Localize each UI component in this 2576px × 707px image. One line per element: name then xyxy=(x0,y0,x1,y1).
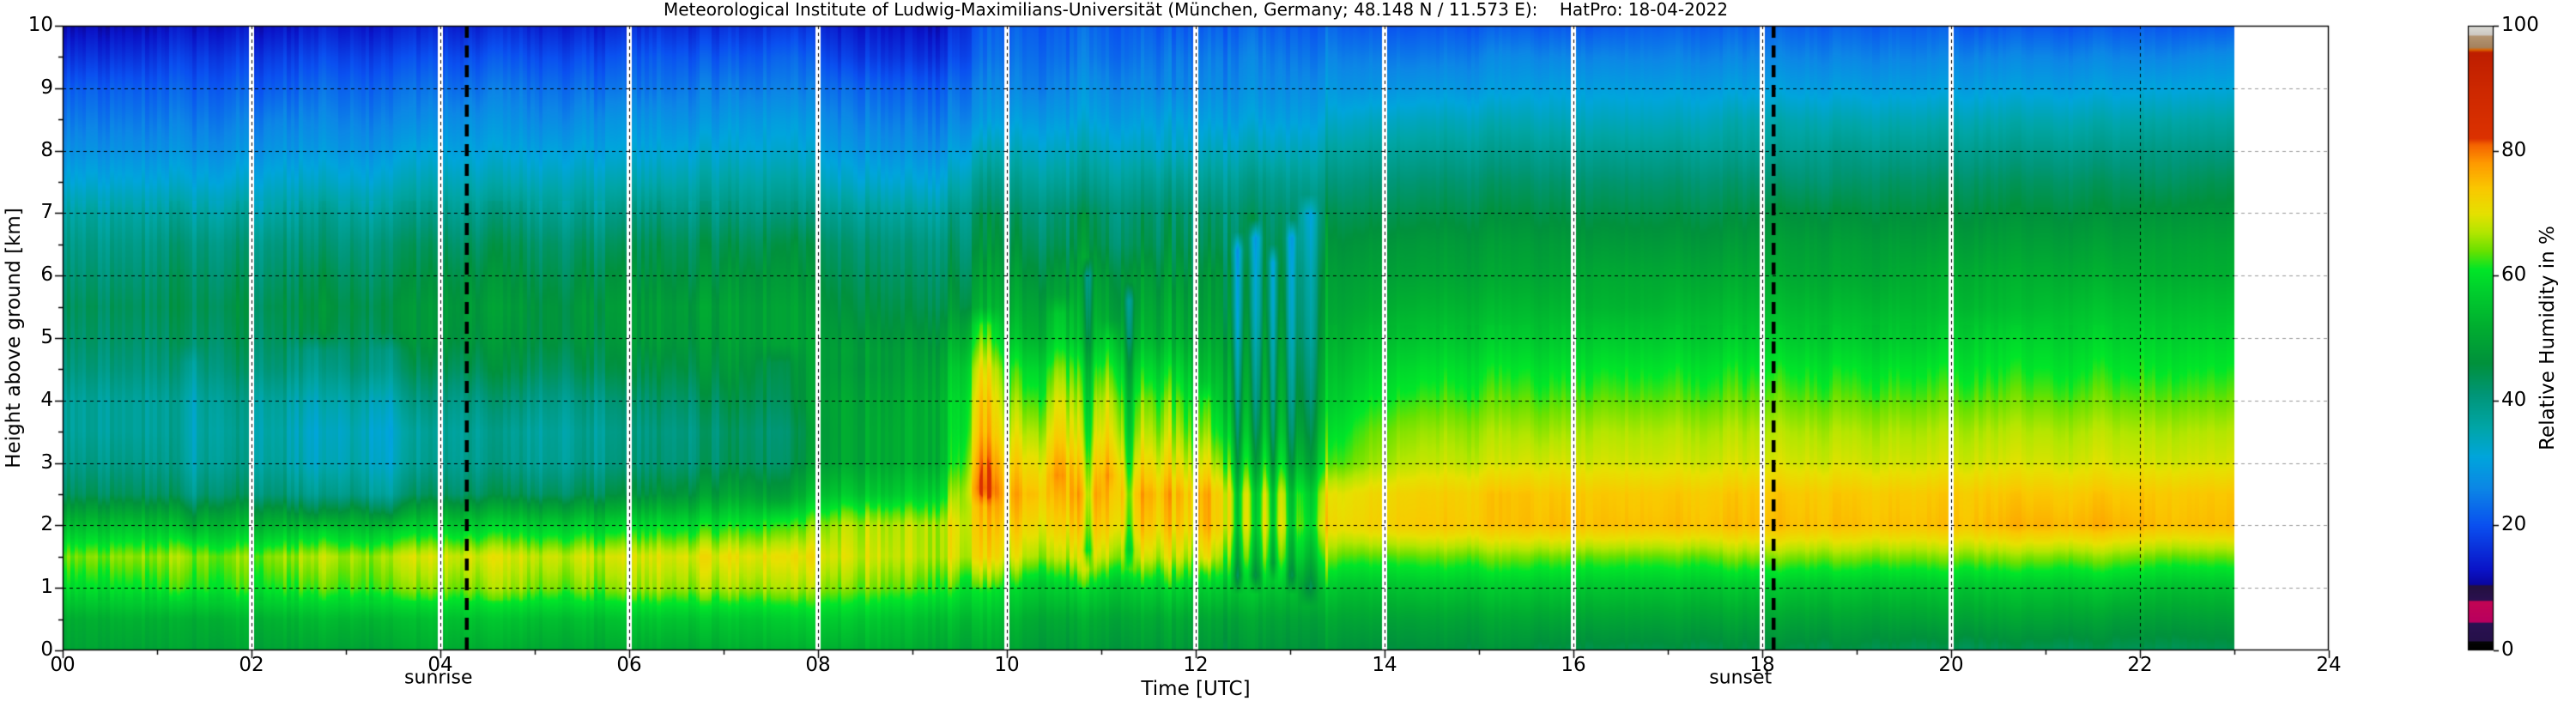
y-tick-label: 10 xyxy=(27,14,53,36)
y-tick-label: 8 xyxy=(40,138,53,161)
y-tick-label: 3 xyxy=(40,450,53,474)
x-tick-label: 14 xyxy=(1372,654,1397,676)
y-tick-label: 1 xyxy=(40,576,53,599)
x-tick-label: 12 xyxy=(1183,654,1209,676)
colorbar-tick-label: 100 xyxy=(2501,14,2539,36)
x-tick-label: 20 xyxy=(1938,654,1964,676)
y-tick-label: 0 xyxy=(40,638,53,661)
x-tick-label: 06 xyxy=(616,654,642,676)
colorbar-tick-label: 0 xyxy=(2501,638,2514,661)
sunrise-annotation: sunrise xyxy=(404,667,473,689)
y-tick-label: 4 xyxy=(40,388,53,411)
colorbar-label: Relative Humidity in % xyxy=(2537,226,2559,450)
y-tick-label: 2 xyxy=(40,513,53,536)
y-tick-label: 9 xyxy=(40,76,53,99)
x-tick-label: 16 xyxy=(1561,654,1586,676)
x-tick-label: 00 xyxy=(50,654,76,676)
sunset-annotation: sunset xyxy=(1709,667,1773,689)
chart-title: Meteorological Institute of Ludwig-Maxim… xyxy=(663,0,1729,20)
colorbar-tick-label: 80 xyxy=(2501,138,2527,161)
x-tick-label: 22 xyxy=(2127,654,2153,676)
x-tick-label: 02 xyxy=(239,654,264,676)
x-tick-label: 10 xyxy=(994,654,1020,676)
colorbar-tick-label: 60 xyxy=(2501,263,2527,287)
x-tick-label: 18 xyxy=(1749,654,1775,676)
y-tick-label: 7 xyxy=(40,201,53,224)
x-tick-label: 24 xyxy=(2316,654,2342,676)
colorbar-tick-label: 40 xyxy=(2501,388,2527,411)
y-tick-label: 5 xyxy=(40,326,53,348)
x-axis-label: Time [UTC] xyxy=(1141,678,1251,700)
x-tick-label: 08 xyxy=(805,654,831,676)
colorbar-tick-label: 20 xyxy=(2501,513,2527,536)
x-tick-label: 04 xyxy=(427,654,453,676)
y-tick-label: 6 xyxy=(40,263,53,287)
